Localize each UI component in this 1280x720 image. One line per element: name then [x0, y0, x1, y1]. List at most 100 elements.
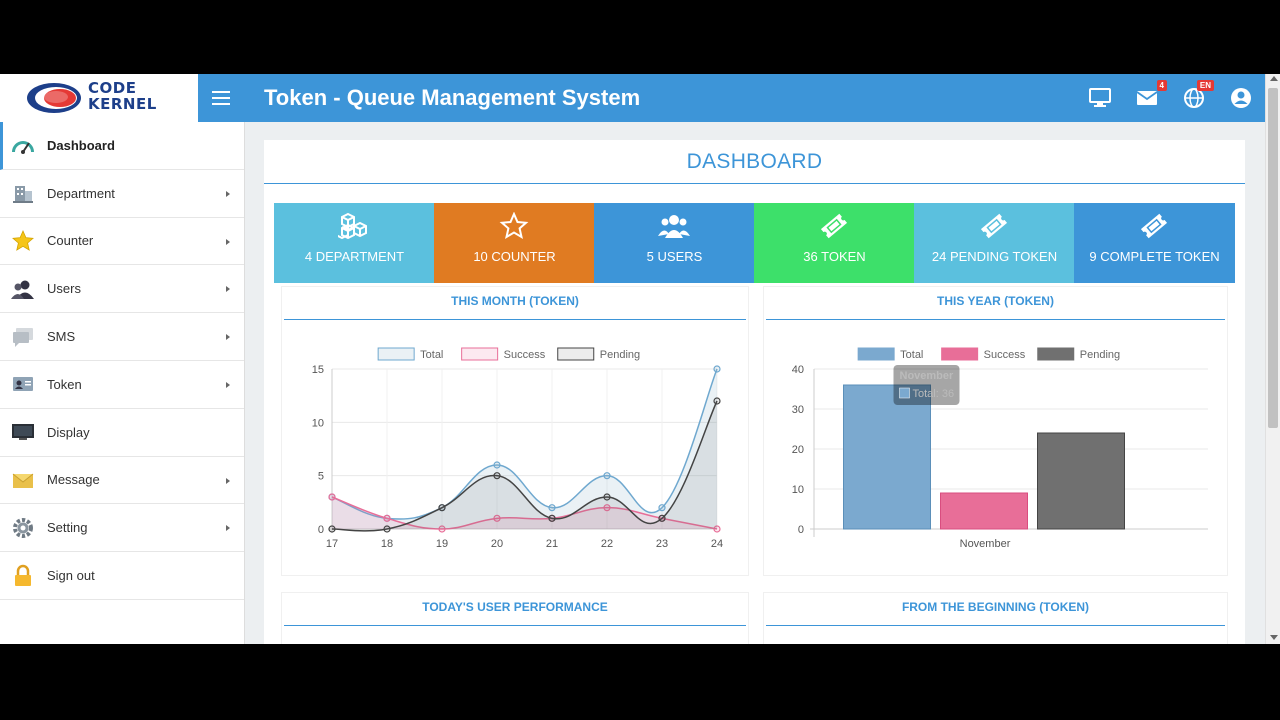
dashboard-content: DASHBOARD 4 DEPARTMENT 1 [264, 140, 1245, 644]
legend-label: Success [984, 349, 1026, 361]
sidebar-item-label: Counter [47, 233, 94, 249]
language-badge: EN [1196, 80, 1214, 91]
envelope-icon [1136, 91, 1158, 105]
sidebar-item-label: Sign out [47, 568, 95, 584]
data-point [603, 493, 611, 501]
x-tick-label: November [960, 538, 1011, 550]
panel-divider [284, 625, 746, 626]
caret-right-icon [226, 190, 230, 197]
user-profile-button[interactable] [1229, 86, 1253, 110]
page-scrollbar[interactable] [1265, 74, 1280, 644]
panel-from-beginning: FROM THE BEGINNING (TOKEN) [763, 592, 1228, 644]
envelope-icon [10, 467, 36, 493]
sidebar-item-label: Setting [47, 520, 88, 536]
menu-toggle-button[interactable] [210, 87, 232, 109]
panel-divider [284, 319, 746, 320]
sidebar: Dashboard Department Counter Users [0, 122, 245, 644]
x-tick-label: 22 [601, 538, 613, 550]
data-point [383, 525, 391, 533]
users-icon [658, 215, 690, 238]
building-icon [10, 180, 36, 206]
panel-divider [766, 625, 1225, 626]
panel-this-month: THIS MONTH (TOKEN) Total Success Pending 0 5… [281, 286, 749, 576]
sidebar-item-token[interactable]: Token [0, 361, 244, 409]
star-icon [10, 228, 36, 254]
sidebar-item-setting[interactable]: Setting [0, 504, 244, 553]
bar-success [940, 492, 1028, 530]
data-point [548, 514, 556, 522]
series-area-success [332, 497, 717, 529]
ticket-icon [1140, 213, 1168, 239]
monitor-icon [1089, 88, 1111, 107]
tile-complete-token[interactable]: 9 COMPLETE TOKEN [1074, 203, 1235, 283]
tile-label: 24 PENDING TOKEN [931, 249, 1058, 264]
panel-title: THIS YEAR (TOKEN) [937, 294, 1054, 308]
display-monitor-button[interactable] [1088, 86, 1112, 110]
panel-divider [766, 319, 1225, 320]
legend-swatch [461, 347, 499, 361]
sidebar-item-message[interactable]: Message [0, 457, 244, 505]
sidebar-item-display[interactable]: Display [0, 409, 244, 457]
caret-right-icon [226, 477, 230, 484]
tile-users[interactable]: 5 USERS [594, 203, 755, 283]
scrollbar-thumb[interactable] [1268, 88, 1278, 428]
x-tick-label: 18 [381, 538, 393, 550]
y-tick-label: 20 [792, 444, 804, 456]
ticket-icon [980, 213, 1008, 239]
users-icon [10, 276, 36, 302]
bar-total [843, 384, 931, 530]
legend-label: Success [504, 349, 546, 361]
globe-icon [1184, 88, 1204, 108]
legend-swatch [1037, 347, 1075, 361]
legend-swatch [557, 347, 595, 361]
x-tick-label: 21 [546, 538, 558, 550]
scroll-down-arrow-icon[interactable] [1270, 635, 1278, 640]
tile-token[interactable]: 36 TOKEN [754, 203, 915, 283]
y-tick-label: 0 [318, 524, 324, 536]
messages-button[interactable]: 4 [1135, 80, 1167, 110]
data-point [438, 504, 446, 512]
tile-pending-token[interactable]: 24 PENDING TOKEN [914, 203, 1075, 283]
sidebar-item-label: Users [47, 281, 81, 297]
data-point [603, 472, 611, 480]
scroll-up-arrow-icon[interactable] [1270, 76, 1278, 81]
tooltip-label: Total: 36 [913, 388, 955, 400]
star-outline-icon [499, 212, 529, 240]
sidebar-item-dashboard[interactable]: Dashboard [0, 122, 244, 170]
tooltip-swatch [899, 387, 910, 399]
logo-text-bottom: KERNEL [88, 95, 157, 113]
ticket-icon [820, 213, 848, 239]
language-button[interactable]: EN [1182, 80, 1214, 110]
sidebar-item-sms[interactable]: SMS [0, 313, 244, 361]
panel-title: TODAY'S USER PERFORMANCE [422, 600, 608, 614]
line-chart[interactable]: Total Success Pending 0 5 10 15 17 18 19 20 21 22 23 2… [282, 323, 750, 563]
token-card-icon [10, 371, 36, 397]
data-point [438, 525, 446, 533]
logo[interactable]: CODE KERNEL [0, 74, 198, 122]
bar-chart[interactable]: Total Success Pending 0 10 20 30 40 November Nove… [764, 323, 1229, 563]
legend-label: Total [420, 349, 443, 361]
caret-right-icon [226, 525, 230, 532]
legend-swatch [941, 347, 979, 361]
data-point [493, 514, 501, 522]
data-point [603, 504, 611, 512]
sidebar-item-department[interactable]: Department [0, 170, 244, 218]
tile-counter[interactable]: 10 COUNTER [434, 203, 595, 283]
legend-swatch [857, 347, 895, 361]
caret-right-icon [226, 286, 230, 293]
data-point [548, 504, 556, 512]
sidebar-item-sign-out[interactable]: Sign out [0, 552, 244, 600]
sidebar-item-label: Message [47, 472, 100, 488]
series-area-pending [332, 401, 717, 531]
data-point [328, 493, 336, 501]
tile-department[interactable]: 4 DEPARTMENT [274, 203, 435, 283]
sidebar-item-users[interactable]: Users [0, 265, 244, 314]
y-tick-label: 15 [312, 364, 324, 376]
series-area-total [332, 369, 717, 529]
legend-label: Pending [1080, 349, 1120, 361]
sidebar-item-counter[interactable]: Counter [0, 218, 244, 266]
sidebar-item-label: Dashboard [47, 137, 115, 153]
panel-user-performance: TODAY'S USER PERFORMANCE [281, 592, 749, 644]
chart-tooltip [893, 365, 960, 405]
x-tick-label: 24 [711, 538, 723, 550]
